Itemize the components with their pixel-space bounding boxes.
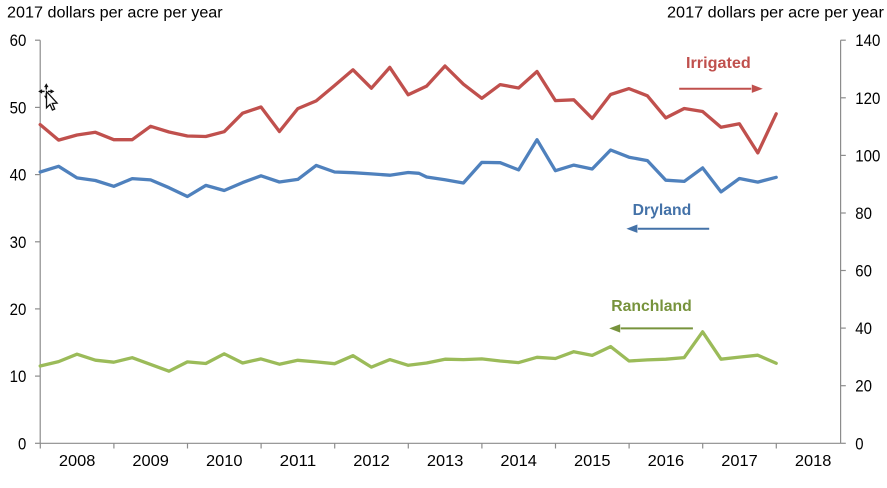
svg-text:2013: 2013 bbox=[427, 453, 464, 470]
svg-text:Dryland: Dryland bbox=[633, 202, 692, 219]
svg-text:140: 140 bbox=[855, 31, 880, 50]
svg-text:2010: 2010 bbox=[206, 453, 243, 470]
svg-text:40: 40 bbox=[855, 319, 872, 338]
svg-text:60: 60 bbox=[855, 262, 872, 281]
svg-text:2014: 2014 bbox=[500, 453, 537, 470]
svg-text:30: 30 bbox=[10, 233, 27, 252]
svg-text:100: 100 bbox=[855, 146, 880, 165]
svg-text:2015: 2015 bbox=[574, 453, 611, 470]
svg-text:120: 120 bbox=[855, 89, 880, 108]
svg-text:20: 20 bbox=[855, 377, 872, 396]
svg-text:2018: 2018 bbox=[795, 453, 832, 470]
svg-text:80: 80 bbox=[855, 204, 872, 223]
svg-text:20: 20 bbox=[10, 300, 27, 319]
svg-text:50: 50 bbox=[10, 98, 27, 117]
svg-text:60: 60 bbox=[10, 31, 27, 50]
svg-text:2017 dollars per acre per year: 2017 dollars per acre per year bbox=[667, 4, 884, 21]
svg-text:2012: 2012 bbox=[353, 453, 390, 470]
svg-text:2016: 2016 bbox=[648, 453, 685, 470]
svg-text:2008: 2008 bbox=[59, 453, 96, 470]
svg-text:2017: 2017 bbox=[721, 453, 758, 470]
svg-text:Ranchland: Ranchland bbox=[611, 298, 692, 315]
svg-text:0: 0 bbox=[18, 434, 26, 453]
svg-text:40: 40 bbox=[10, 166, 27, 185]
svg-text:10: 10 bbox=[10, 367, 27, 386]
svg-text:0: 0 bbox=[855, 434, 863, 453]
svg-text:2017 dollars per acre per year: 2017 dollars per acre per year bbox=[7, 4, 223, 21]
svg-text:Irrigated: Irrigated bbox=[686, 55, 751, 72]
svg-text:2011: 2011 bbox=[280, 453, 317, 470]
svg-text:2009: 2009 bbox=[132, 453, 169, 470]
